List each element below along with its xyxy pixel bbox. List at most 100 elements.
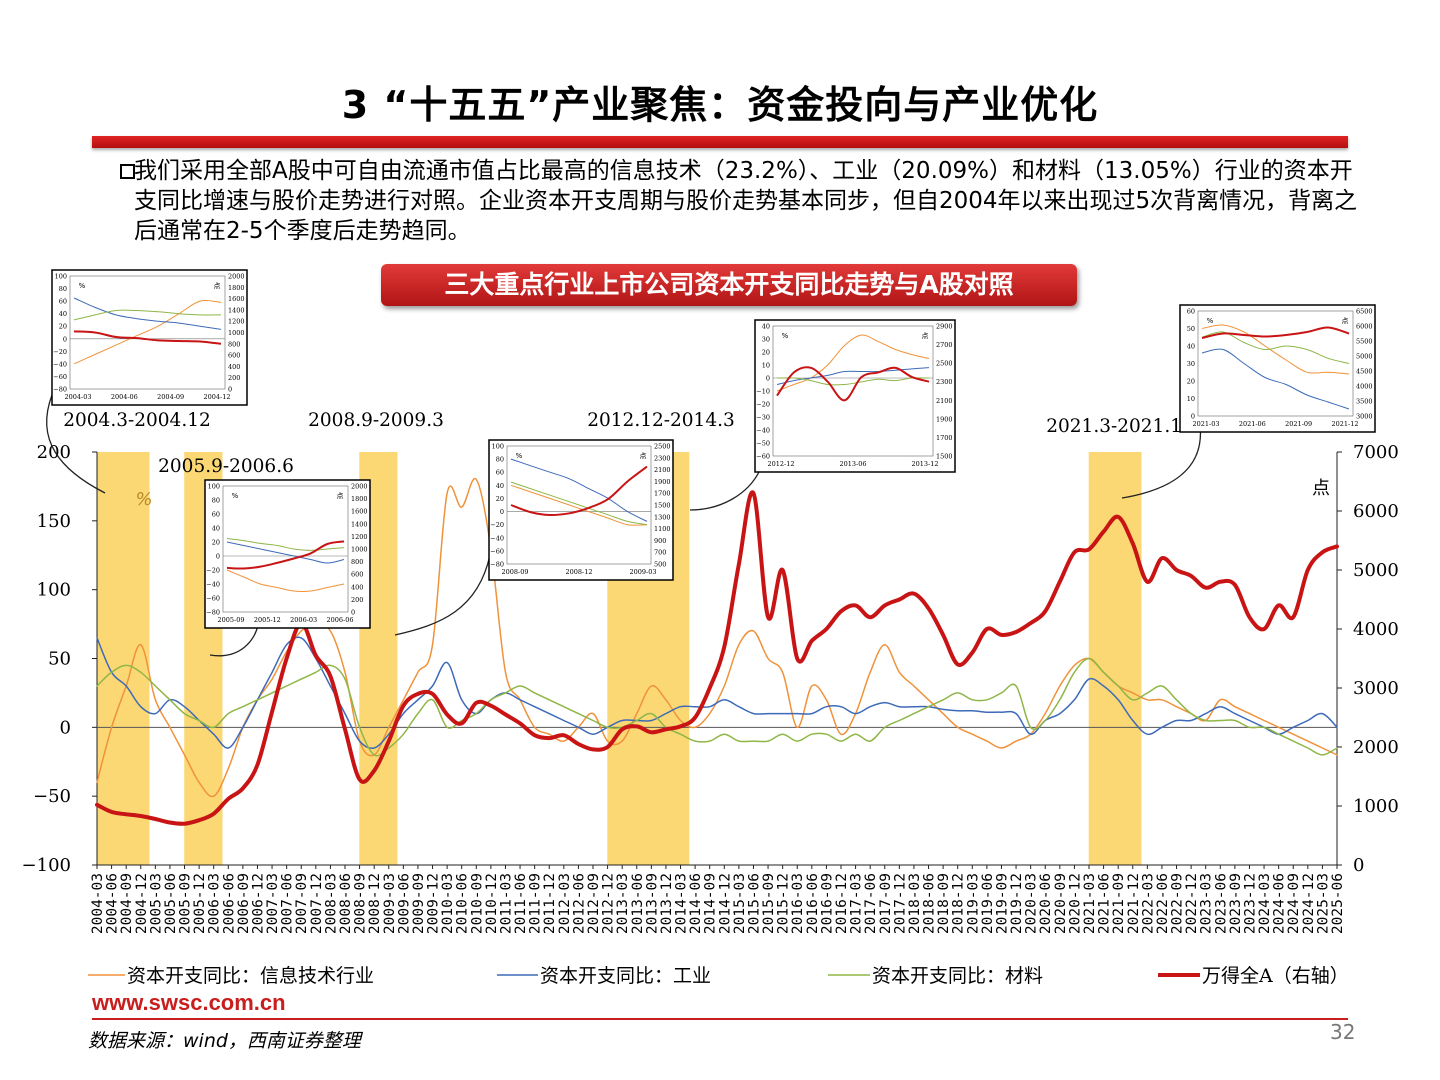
inset-right-tick-label: 2900	[936, 323, 953, 331]
right-tick-label: 7000	[1353, 442, 1399, 463]
inset-right-tick-label: 6500	[1356, 308, 1373, 316]
x-tick-label: 2004-12	[134, 873, 150, 934]
x-tick-label: 2014-12	[717, 873, 733, 934]
x-tick-label: 2020-09	[1053, 873, 1069, 934]
right-axis-unit: 点	[1312, 478, 1330, 499]
inset-series-line	[510, 458, 648, 522]
inset-right-tick-label: 4500	[1356, 368, 1373, 376]
x-tick-label: 2010-12	[484, 873, 500, 934]
inset-left-tick-label: 10	[762, 362, 770, 370]
x-tick-label: 2004-06	[105, 873, 121, 934]
x-tick-label: 2023-06	[1213, 873, 1229, 934]
period-label-4: 2012.12-2014.3	[587, 410, 735, 431]
inset-x-tick-label: 2013-06	[839, 460, 866, 468]
x-tick-label: 2018-09	[936, 873, 952, 934]
x-tick-label: 2018-12	[951, 873, 967, 934]
x-tick-label: 2006-03	[207, 873, 223, 934]
x-tick-label: 2016-12	[834, 873, 850, 934]
inset-left-unit: %	[782, 332, 789, 340]
inset-left-tick-label: 60	[212, 511, 220, 519]
inset-right-tick-label: 700	[654, 549, 666, 557]
left-tick-label: −100	[22, 855, 71, 876]
inset-chart-1: 100806040200−20−40−60−802000180016001400…	[51, 269, 248, 406]
inset-right-tick-label: 0	[228, 386, 232, 394]
inset-series-line	[73, 309, 222, 321]
inset-right-unit: 点	[1342, 317, 1349, 325]
inset-left-tick-label: 20	[212, 539, 220, 547]
inset-right-tick-label: 1800	[228, 284, 245, 292]
inset-series-line	[73, 299, 222, 365]
right-tick-label: 4000	[1353, 619, 1399, 640]
inset-x-tick-label: 2008-09	[501, 568, 528, 576]
x-tick-label: 2017-12	[892, 873, 908, 934]
inset-left-tick-label: 40	[212, 525, 220, 533]
inset-right-tick-label: 1600	[351, 508, 368, 516]
inset-right-tick-label: 2700	[936, 341, 953, 349]
inset-right-tick-label: 2100	[936, 397, 953, 405]
inset-left-tick-label: −20	[53, 348, 67, 356]
inset-x-tick-label: 2006-06	[326, 616, 353, 624]
x-tick-label: 2018-03	[907, 873, 923, 934]
x-tick-label: 2008-12	[367, 873, 383, 934]
chart-banner: 三大重点行业上市公司资本开支同比走势与A股对照	[381, 264, 1077, 306]
inset-series-line	[1201, 348, 1350, 410]
inset-left-tick-label: −10	[756, 388, 770, 396]
period-label-1: 2004.3-2004.12	[63, 410, 211, 431]
inset-left-tick-label: 40	[59, 310, 67, 318]
inset-series-line	[510, 465, 648, 517]
x-tick-label: 2019-03	[965, 873, 981, 934]
inset-left-tick-label: −20	[756, 401, 770, 409]
series-line-2	[96, 636, 1338, 750]
inset-series-line	[510, 481, 648, 526]
inset-charts: 100806040200−20−40−60−802000180016001400…	[51, 269, 1376, 629]
inset-left-tick-label: 60	[59, 298, 67, 306]
x-tick-label: 2021-12	[1126, 873, 1142, 934]
left-tick-label: 0	[60, 717, 71, 738]
inset-right-tick-label: 800	[228, 340, 240, 348]
x-tick-label: 2005-12	[192, 873, 208, 934]
x-tick-label: 2005-06	[163, 873, 179, 934]
x-tick-label: 2007-12	[309, 873, 325, 934]
inset-series-line	[226, 569, 345, 592]
inset-x-tick-label: 2021-03	[1192, 420, 1219, 428]
inset-right-tick-label: 1000	[351, 546, 368, 554]
inset-left-tick-label: −60	[756, 453, 770, 461]
x-tick-label: 2022-03	[1140, 873, 1156, 934]
right-tick-label: 2000	[1353, 737, 1399, 758]
inset-left-tick-label: −60	[490, 547, 504, 555]
inset-left-tick-label: 80	[59, 285, 67, 293]
x-tick-label: 2022-12	[1184, 873, 1200, 934]
inset-series-line	[776, 366, 930, 402]
callout-lines: 2004.3-2004.12 2005.9-2006.6 2008.9-2009.3…	[46, 394, 1202, 657]
inset-right-tick-label: 1500	[654, 502, 671, 510]
inset-left-tick-label: 30	[1187, 360, 1195, 368]
x-tick-label: 2015-06	[746, 873, 762, 934]
inset-chart-3: 100 80 60 40 20 0 −20 −40 −60 −80 2500 2300 2100 1900…	[488, 439, 674, 581]
x-tick-label: 2021-09	[1111, 873, 1127, 934]
inset-left-tick-label: 100	[492, 443, 504, 451]
x-tick-label: 2010-09	[469, 873, 485, 934]
legend-label-2: 资本开支同比：工业	[540, 965, 711, 987]
inset-series-line	[226, 541, 345, 564]
x-tick-label: 2017-09	[878, 873, 894, 934]
x-tick-label: 2011-03	[498, 873, 514, 934]
inset-frame	[754, 319, 956, 473]
right-tick-label: 3000	[1353, 678, 1399, 699]
inset-right-tick-label: 2000	[351, 483, 368, 491]
inset-right-tick-label: 1900	[936, 415, 953, 423]
inset-left-tick-label: −60	[53, 373, 67, 381]
x-tick-label: 2013-12	[659, 873, 675, 934]
x-tick-label: 2011-06	[513, 873, 529, 934]
x-tick-label: 2010-03	[440, 873, 456, 934]
callout-connector-1	[46, 394, 106, 494]
x-tick-label: 2024-03	[1257, 873, 1273, 934]
inset-left-tick-label: −80	[53, 386, 67, 394]
inset-left-tick-label: −40	[206, 581, 220, 589]
inset-series-line	[1201, 331, 1350, 364]
inset-series-line	[776, 334, 930, 392]
footer-url[interactable]: www.swsc.com.cn	[92, 990, 286, 1015]
inset-left-tick-label: 80	[212, 497, 220, 505]
inset-right-tick-label: 5000	[1356, 353, 1373, 361]
inset-left-tick-label: −30	[756, 414, 770, 422]
